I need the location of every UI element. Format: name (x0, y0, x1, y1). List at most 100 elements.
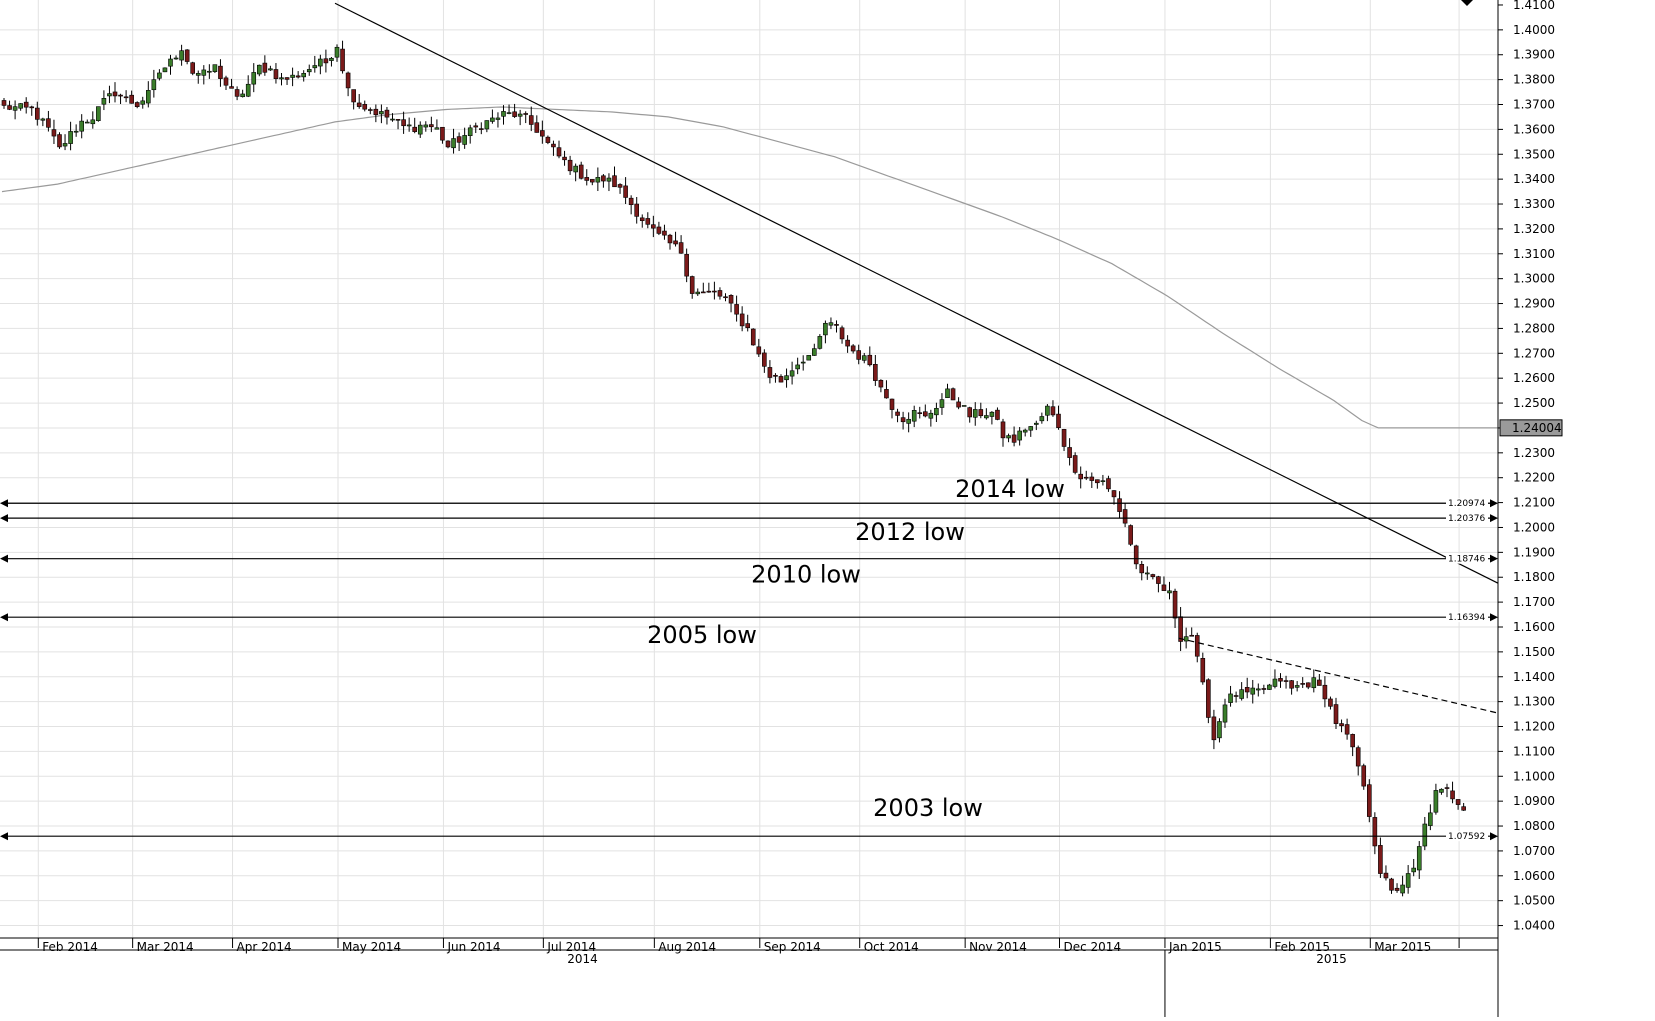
candle-down (401, 119, 406, 127)
year-label: 2014 (567, 952, 598, 966)
candle-down (534, 122, 540, 133)
candle-up (329, 57, 334, 61)
candle-down (578, 164, 584, 179)
candle-down (1383, 872, 1389, 879)
candle-down (223, 77, 229, 86)
candle-down (1211, 716, 1217, 741)
x-tick-label: Aug 2014 (658, 940, 716, 954)
candle-down (1083, 476, 1089, 479)
candle-up (417, 124, 423, 135)
y-tick-label: 1.2600 (1513, 371, 1555, 385)
candle-down (34, 107, 40, 120)
candle-down (750, 328, 756, 346)
candle-down (922, 411, 928, 417)
candle-down (340, 48, 345, 72)
candle-down (1461, 806, 1466, 811)
candle-up (334, 46, 340, 58)
candle-up (1039, 416, 1045, 422)
x-tick-label: Jan 2015 (1168, 940, 1222, 954)
candle-down (1111, 490, 1117, 498)
candle-down (562, 156, 567, 161)
candle-down (229, 86, 234, 89)
candle-up (939, 399, 945, 408)
candle-down (867, 354, 873, 366)
candle-up (606, 177, 612, 182)
candle-down (218, 65, 223, 79)
candle-down (1050, 406, 1056, 416)
candle-up (1422, 823, 1428, 847)
candle-down (845, 339, 850, 347)
candle-down (1289, 680, 1294, 689)
top-marker-icon (1461, 0, 1473, 6)
candle-down (567, 159, 573, 172)
candle-down (878, 379, 884, 388)
candle-down (1455, 799, 1461, 805)
y-tick-label: 1.0500 (1513, 894, 1555, 908)
horizontal-levels: 1.20974 2014 low 1.20376 2012 low 1.18746 201… (0, 475, 1498, 842)
candle-up (157, 72, 162, 79)
candle-down (1361, 765, 1367, 787)
candle-down (123, 96, 129, 99)
candle-down (1206, 679, 1211, 718)
candle-up (961, 405, 967, 407)
candle-up (1145, 572, 1150, 575)
candle-down (523, 113, 529, 115)
level-value-label: 1.20376 (1448, 514, 1485, 524)
level-arrow-right-icon (1490, 613, 1498, 622)
candle-down (262, 62, 268, 73)
candle-up (1405, 873, 1411, 888)
candle-up (695, 291, 701, 295)
candle-up (1217, 721, 1222, 739)
y-tick-label: 1.1100 (1513, 744, 1555, 758)
candle-down (445, 140, 451, 148)
candle-up (906, 418, 911, 424)
ma-value-label: 1.24004 (1512, 421, 1562, 435)
candle-up (168, 58, 173, 67)
candle-down (689, 276, 695, 294)
level-annotation: 2003 low (873, 794, 983, 822)
y-tick-label: 1.1500 (1513, 645, 1555, 659)
candle-up (318, 58, 323, 67)
y-tick-label: 1.3300 (1513, 197, 1555, 211)
x-tick-label: Mar 2014 (137, 940, 194, 954)
candle-down (29, 106, 35, 109)
candle-down (1061, 429, 1067, 447)
candle-up (467, 127, 473, 137)
candle-up (90, 119, 96, 125)
y-tick-label: 1.2000 (1513, 520, 1555, 534)
candle-down (118, 94, 123, 97)
candle-down (762, 352, 767, 367)
level-arrow-left-icon (0, 514, 8, 523)
y-tick-label: 1.3200 (1513, 222, 1555, 236)
candle-up (911, 410, 917, 422)
candle-down (440, 126, 445, 141)
candle-down (1133, 545, 1139, 565)
candle-up (573, 165, 578, 173)
candle-down (917, 412, 923, 414)
candle-down (1200, 658, 1206, 683)
candle-down (473, 125, 479, 128)
candle-up (1022, 429, 1028, 433)
x-tick-label: Feb 2014 (42, 940, 98, 954)
candle-up (784, 375, 789, 381)
candle-down (323, 58, 329, 64)
candle-up (1250, 687, 1256, 695)
candle-down (1378, 845, 1383, 874)
candle-up (151, 79, 157, 91)
candle-up (828, 322, 834, 326)
candle-down (856, 350, 862, 360)
candle-down (684, 254, 689, 277)
candle-up (817, 336, 823, 349)
candle-up (861, 355, 867, 361)
candle-down (1283, 680, 1289, 682)
candle-up (1183, 636, 1189, 642)
level-label-bg (1446, 831, 1488, 842)
candle-up (406, 124, 412, 127)
candle-down (1322, 684, 1328, 700)
candle-up (279, 77, 284, 80)
candle-up (501, 111, 506, 117)
candle-down (756, 346, 762, 355)
candle-up (306, 69, 312, 73)
candle-up (451, 138, 456, 149)
candle-down (1189, 634, 1194, 637)
